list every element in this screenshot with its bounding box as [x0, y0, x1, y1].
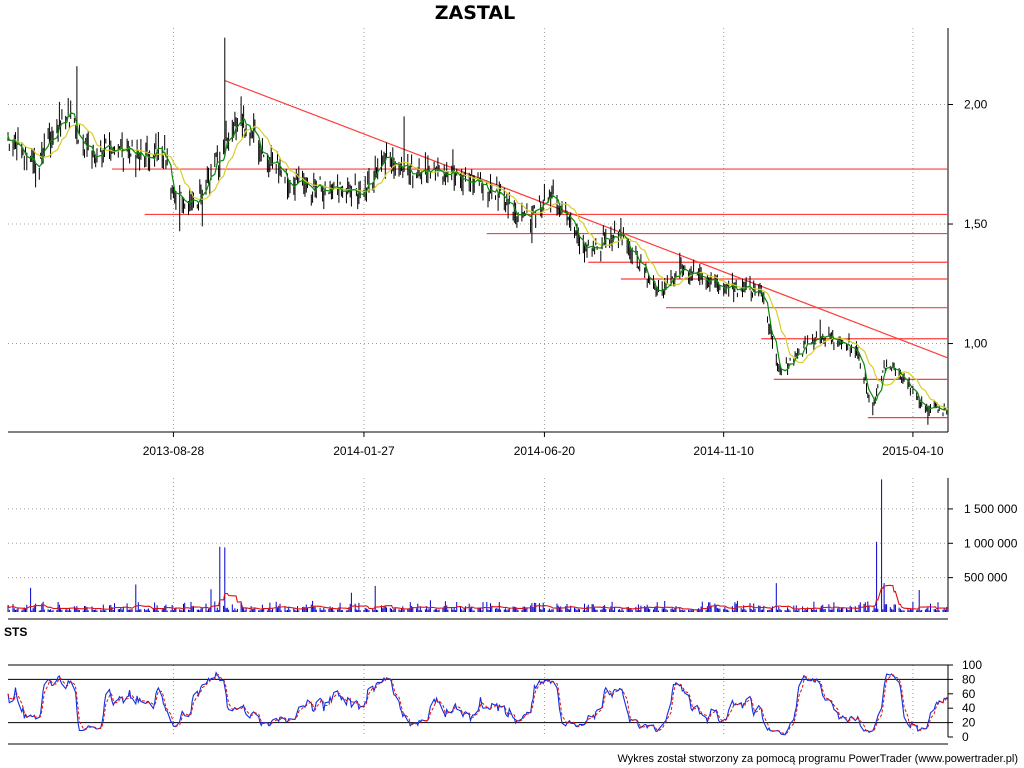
- x-tick-label: 2013-08-28: [143, 444, 205, 458]
- sts-y-tick-label: 60: [962, 687, 976, 701]
- volume-y-tick-label: 500 000: [964, 571, 1008, 585]
- x-tick-label: 2014-01-27: [333, 444, 395, 458]
- volume-y-tick-label: 1 000 000: [964, 536, 1018, 550]
- volume-y-tick-label: 1 500 000: [964, 502, 1018, 516]
- long-moving-average: [7, 123, 949, 410]
- volume-panel: 500 000 1 000 000 1 500 000: [7, 478, 1018, 620]
- price-panel: 2013-08-28 2014-01-27 2014-06-20 2014-11-10…: [7, 28, 988, 458]
- volume-bars: [7, 479, 949, 612]
- sts-k-line: [7, 671, 949, 736]
- price-bars: [7, 37, 949, 425]
- x-tick-label: 2014-11-10: [693, 444, 754, 458]
- footer-credit: Wykres został stworzony za pomocą progra…: [617, 753, 1018, 765]
- sts-y-tick-label: 40: [962, 701, 976, 715]
- short-moving-average: [7, 112, 949, 412]
- y-tick-label: 2,00: [964, 97, 988, 111]
- x-tick-label: 2015-04-10: [882, 444, 944, 458]
- sts-d-line: [7, 673, 949, 735]
- volume-moving-average: [7, 584, 949, 611]
- trend-line: [224, 80, 949, 359]
- x-tick-label: 2014-06-20: [514, 444, 576, 458]
- sts-label: STS: [4, 625, 27, 639]
- sts-y-tick-label: 20: [962, 716, 976, 730]
- sts-y-tick-label: 100: [962, 658, 982, 672]
- chart-title: ZASTAL: [435, 2, 515, 24]
- y-tick-label: 1,50: [964, 217, 988, 231]
- sts-y-tick-label: 0: [962, 730, 969, 744]
- sts-y-tick-label: 80: [962, 672, 976, 686]
- y-tick-label: 1,00: [964, 337, 988, 351]
